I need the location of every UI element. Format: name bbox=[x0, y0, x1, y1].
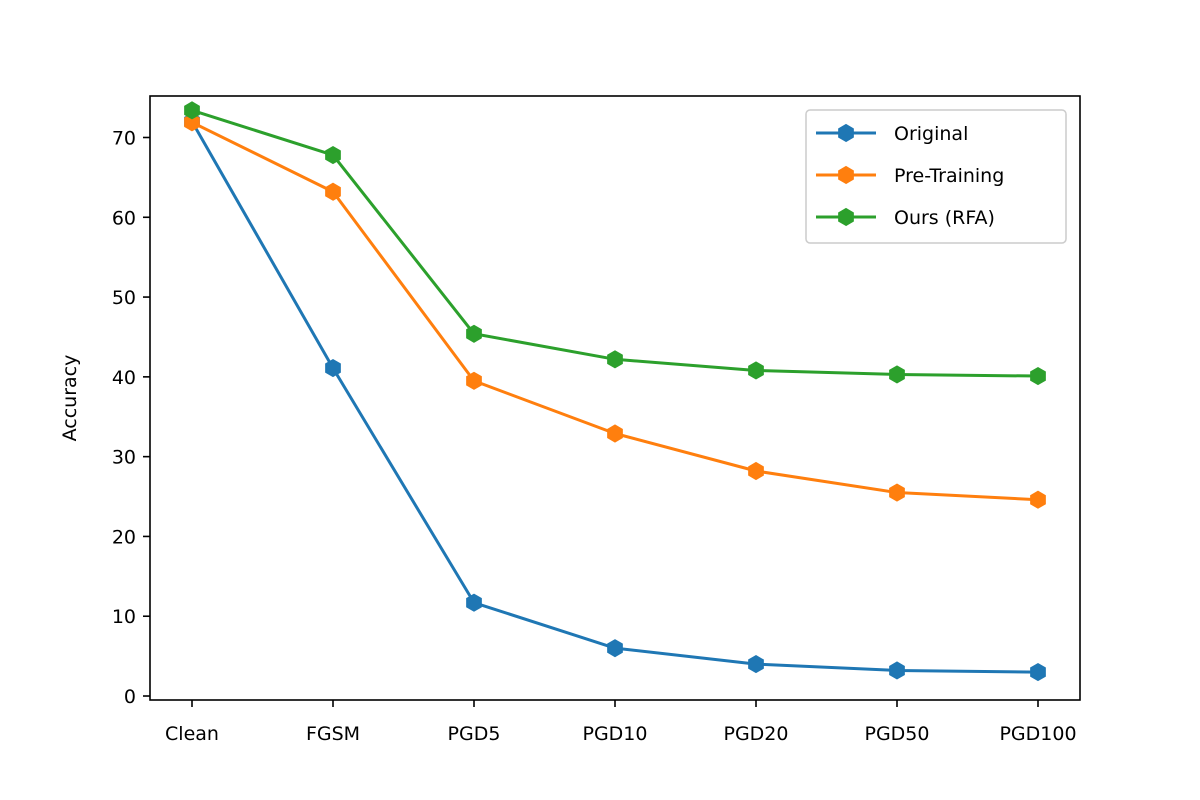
legend-item: Pre-Training bbox=[816, 165, 1004, 187]
data-point bbox=[1030, 490, 1046, 509]
series-2 bbox=[184, 101, 1046, 386]
data-point bbox=[889, 661, 905, 680]
legend-marker bbox=[838, 207, 854, 227]
data-point bbox=[607, 424, 623, 443]
y-tick-label: 0 bbox=[124, 686, 136, 708]
y-tick-label: 50 bbox=[112, 287, 136, 309]
y-tick-label: 10 bbox=[112, 606, 136, 628]
x-tick-label: PGD20 bbox=[724, 723, 789, 745]
data-point bbox=[748, 461, 764, 481]
series-1 bbox=[184, 113, 1046, 509]
y-tick-label: 70 bbox=[112, 127, 136, 149]
x-tick-label: PGD10 bbox=[583, 723, 648, 745]
data-point bbox=[1030, 366, 1046, 386]
legend-marker bbox=[838, 123, 854, 143]
data-point bbox=[466, 371, 482, 390]
legend-label: Ours (RFA) bbox=[894, 207, 995, 229]
legend-item: Original bbox=[816, 123, 968, 145]
series-layer bbox=[184, 101, 1046, 682]
x-tick-label: FGSM bbox=[306, 723, 360, 745]
y-tick-label: 30 bbox=[112, 447, 136, 469]
data-point bbox=[325, 182, 341, 201]
data-point bbox=[184, 101, 200, 120]
data-point bbox=[889, 365, 905, 384]
y-axis: 0 10 20 30 40 50 60 70 bbox=[112, 127, 150, 708]
data-point bbox=[1030, 662, 1046, 682]
legend-label: Pre-Training bbox=[894, 165, 1004, 187]
legend-box bbox=[805, 109, 1067, 244]
data-point bbox=[325, 359, 341, 378]
data-point bbox=[748, 361, 764, 380]
x-tick-label: Clean bbox=[165, 723, 219, 745]
data-point bbox=[466, 324, 482, 343]
x-tick-label: PGD50 bbox=[865, 723, 930, 745]
y-tick-label: 40 bbox=[112, 367, 136, 389]
legend-label: Original bbox=[894, 123, 968, 145]
data-point bbox=[748, 655, 764, 674]
data-point bbox=[325, 145, 341, 165]
y-tick-label: 20 bbox=[112, 526, 136, 548]
data-point bbox=[466, 593, 482, 612]
y-axis-label: Accuracy bbox=[59, 355, 81, 442]
legend: Original Pre-Training Ours (RFA) bbox=[805, 109, 1067, 244]
data-point bbox=[607, 350, 623, 369]
data-point bbox=[607, 639, 623, 658]
data-point bbox=[889, 483, 905, 502]
legend-item: Ours (RFA) bbox=[816, 207, 995, 229]
x-axis: Clean FGSM PGD5 PGD10 PGD20 PGD50 PGD100 bbox=[165, 700, 1077, 745]
x-tick-label: PGD5 bbox=[448, 723, 501, 745]
x-tick-label: PGD100 bbox=[999, 723, 1076, 745]
legend-marker bbox=[838, 165, 854, 185]
y-tick-label: 60 bbox=[112, 207, 136, 229]
